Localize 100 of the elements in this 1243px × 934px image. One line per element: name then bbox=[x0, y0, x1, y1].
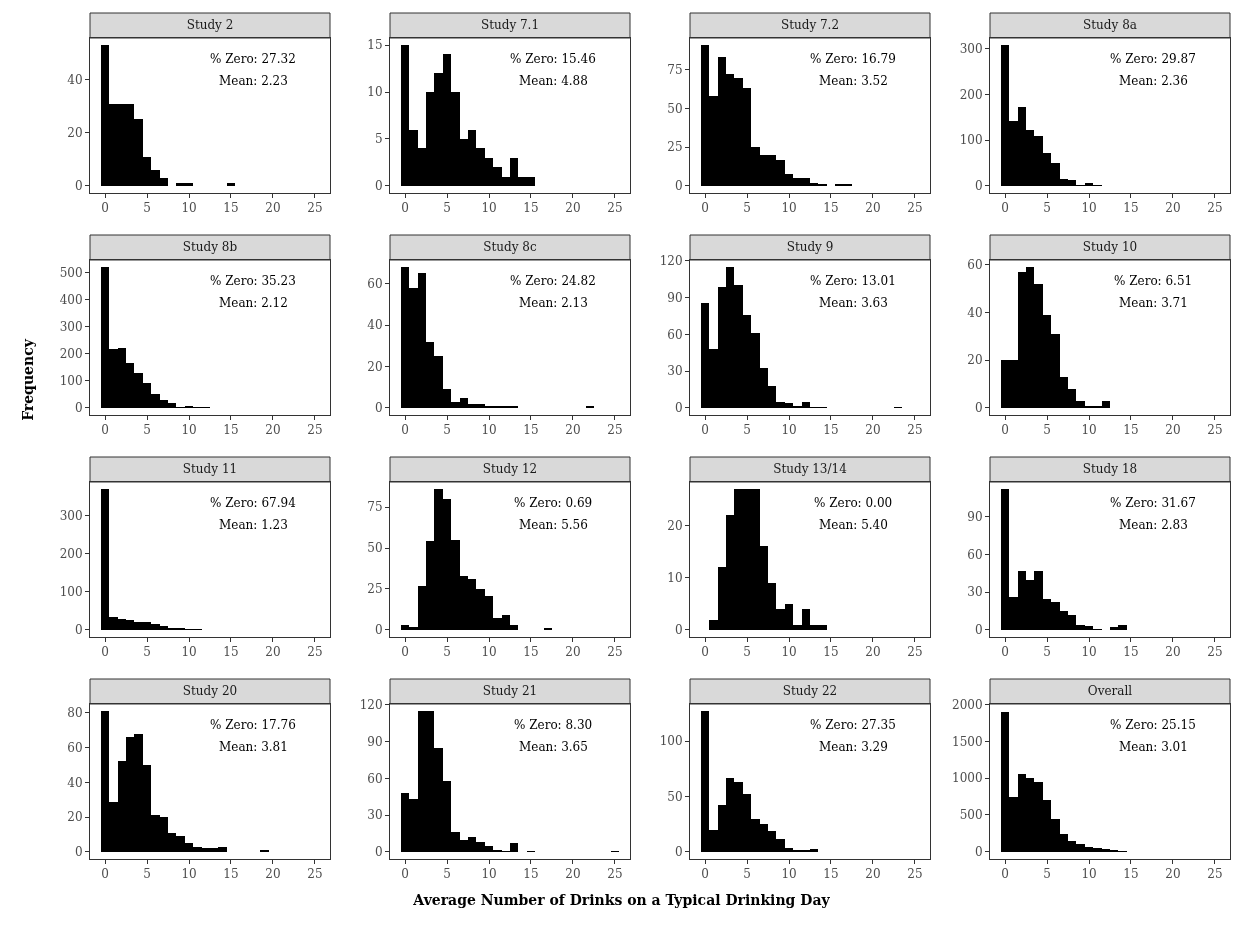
x-tick-label: 20 bbox=[265, 867, 281, 882]
x-tick-label: 15 bbox=[523, 423, 539, 438]
annotation: % Zero: 35.23 bbox=[210, 274, 296, 288]
annotation: Mean: 2.12 bbox=[219, 296, 288, 310]
x-tick-label: 20 bbox=[565, 423, 581, 438]
x-tick-label: 10 bbox=[781, 645, 797, 660]
x-tick-label: 25 bbox=[907, 201, 923, 216]
x-tick-label: 15 bbox=[1123, 423, 1139, 438]
x-tick-label: 0 bbox=[701, 645, 709, 660]
x-tick-label: 5 bbox=[1043, 645, 1051, 660]
annotation: % Zero: 0.69 bbox=[514, 496, 593, 510]
y-tick-label: 500 bbox=[59, 265, 83, 280]
y-tick-label: 60 bbox=[367, 276, 383, 291]
x-tick-label: 5 bbox=[1043, 201, 1051, 216]
annotation: Mean: 3.81 bbox=[219, 740, 288, 754]
x-tick-label: 0 bbox=[101, 867, 109, 882]
x-tick-label: 20 bbox=[565, 201, 581, 216]
x-tick-label: 20 bbox=[865, 867, 881, 882]
chart-title: Study 11 bbox=[182, 462, 238, 477]
x-tick-label: 15 bbox=[523, 645, 539, 660]
annotation: % Zero: 67.94 bbox=[210, 496, 297, 510]
annotation: Mean: 3.71 bbox=[1119, 296, 1188, 310]
chart-title: Study 22 bbox=[782, 684, 838, 699]
y-tick-label: 20 bbox=[67, 125, 83, 140]
y-tick-label: 0 bbox=[674, 179, 683, 194]
x-tick-label: 10 bbox=[1081, 645, 1097, 660]
annotation: Mean: 4.88 bbox=[519, 74, 588, 88]
annotation: Mean: 3.29 bbox=[819, 740, 888, 754]
x-tick-label: 0 bbox=[1001, 201, 1009, 216]
x-tick-label: 10 bbox=[181, 645, 197, 660]
x-tick-label: 20 bbox=[565, 867, 581, 882]
y-tick-label: 0 bbox=[974, 623, 983, 638]
y-tick-label: 90 bbox=[667, 290, 683, 305]
y-tick-label: 500 bbox=[959, 808, 983, 823]
x-tick-label: 0 bbox=[701, 423, 709, 438]
annotation: Mean: 5.56 bbox=[519, 518, 588, 532]
y-tick-label: 10 bbox=[667, 570, 683, 585]
annotation: % Zero: 31.67 bbox=[1110, 496, 1196, 510]
chart-title: Study 13/14 bbox=[773, 462, 848, 477]
x-tick-label: 15 bbox=[223, 201, 239, 216]
y-tick-label: 40 bbox=[367, 318, 383, 333]
y-tick-label: 30 bbox=[967, 585, 983, 600]
x-tick-label: 20 bbox=[1165, 645, 1181, 660]
x-tick-label: 0 bbox=[401, 423, 409, 438]
y-tick-label: 300 bbox=[959, 41, 983, 56]
y-tick-label: 200 bbox=[59, 546, 83, 561]
annotation: % Zero: 15.46 bbox=[510, 52, 596, 66]
x-tick-label: 20 bbox=[1165, 201, 1181, 216]
x-tick-label: 25 bbox=[307, 201, 323, 216]
y-tick-label: 20 bbox=[67, 810, 83, 825]
chart-title: Study 21 bbox=[482, 684, 538, 699]
chart-title: Study 8b bbox=[182, 240, 238, 255]
x-tick-label: 10 bbox=[181, 201, 197, 216]
y-tick-label: 200 bbox=[59, 346, 83, 361]
x-tick-label: 25 bbox=[307, 867, 323, 882]
y-tick-label: 100 bbox=[59, 374, 83, 389]
x-tick-label: 15 bbox=[223, 867, 239, 882]
x-tick-label: 0 bbox=[701, 201, 709, 216]
x-tick-label: 10 bbox=[481, 867, 497, 882]
x-tick-label: 15 bbox=[523, 201, 539, 216]
chart-title: Study 8a bbox=[1083, 18, 1137, 33]
x-tick-label: 0 bbox=[1001, 423, 1009, 438]
y-tick-label: 1000 bbox=[952, 771, 983, 786]
y-tick-label: 0 bbox=[74, 623, 83, 638]
y-tick-label: 90 bbox=[967, 509, 983, 524]
y-tick-label: 0 bbox=[74, 401, 83, 416]
x-tick-label: 25 bbox=[1207, 201, 1223, 216]
x-tick-label: 0 bbox=[401, 645, 409, 660]
y-tick-label: 60 bbox=[367, 771, 383, 786]
x-tick-label: 0 bbox=[401, 867, 409, 882]
annotation: Mean: 2.13 bbox=[519, 296, 588, 310]
x-axis-title: Average Number of Drinks on a Typical Drinking Day bbox=[412, 892, 831, 908]
annotation: Mean: 3.01 bbox=[1119, 740, 1188, 754]
y-tick-label: 60 bbox=[967, 257, 983, 272]
annotation: Mean: 2.23 bbox=[219, 74, 288, 88]
y-tick-label: 120 bbox=[659, 254, 683, 269]
chart-title: Study 12 bbox=[482, 462, 538, 477]
y-tick-label: 0 bbox=[974, 401, 983, 416]
x-tick-label: 5 bbox=[443, 423, 451, 438]
annotation: % Zero: 0.00 bbox=[814, 496, 893, 510]
y-tick-label: 120 bbox=[359, 698, 383, 713]
annotation: % Zero: 29.87 bbox=[1110, 52, 1196, 66]
y-tick-label: 0 bbox=[374, 179, 383, 194]
x-tick-label: 0 bbox=[101, 201, 109, 216]
y-tick-label: 20 bbox=[967, 353, 983, 368]
x-tick-label: 15 bbox=[823, 867, 839, 882]
x-tick-label: 10 bbox=[481, 423, 497, 438]
chart-title: Overall bbox=[1087, 684, 1133, 699]
x-tick-label: 5 bbox=[143, 201, 151, 216]
x-tick-label: 25 bbox=[907, 645, 923, 660]
annotation: % Zero: 25.15 bbox=[1110, 718, 1196, 732]
x-tick-label: 25 bbox=[607, 867, 623, 882]
y-tick-label: 0 bbox=[374, 845, 383, 860]
annotation: % Zero: 27.35 bbox=[810, 718, 896, 732]
x-tick-label: 10 bbox=[781, 867, 797, 882]
annotation: % Zero: 13.01 bbox=[810, 274, 896, 288]
x-tick-label: 0 bbox=[101, 423, 109, 438]
x-tick-label: 15 bbox=[823, 423, 839, 438]
x-tick-label: 10 bbox=[181, 867, 197, 882]
x-tick-label: 20 bbox=[865, 201, 881, 216]
